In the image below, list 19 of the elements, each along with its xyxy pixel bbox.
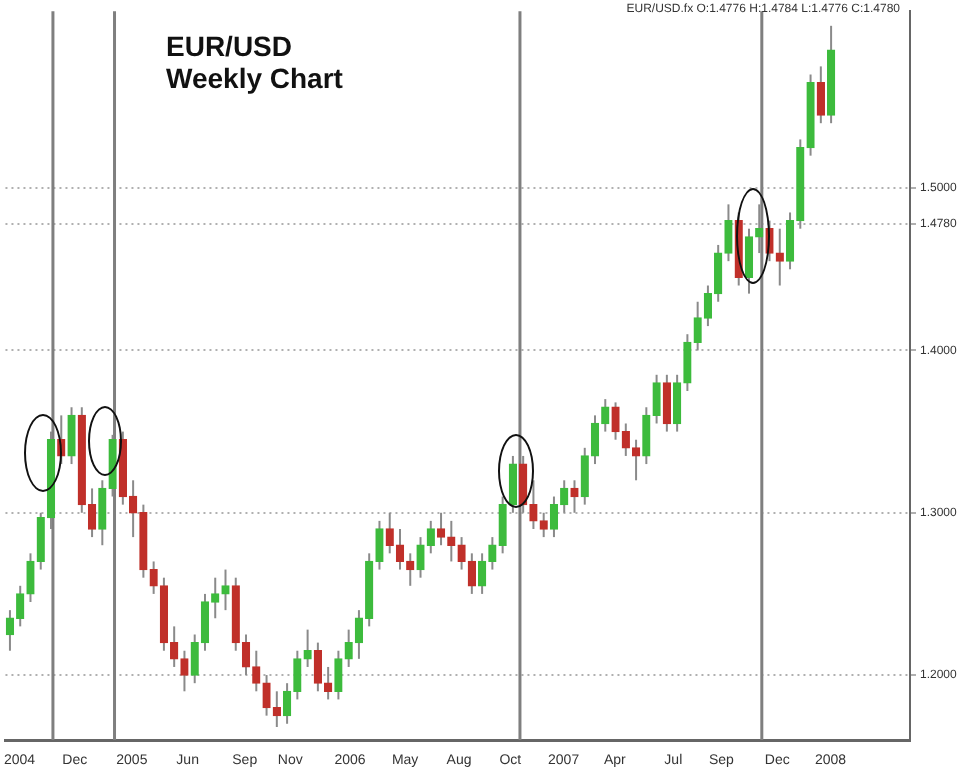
- candlestick: [313, 641, 323, 693]
- candlestick: [436, 511, 446, 547]
- candlestick: [580, 446, 589, 506]
- candlestick: [323, 665, 333, 701]
- candlestick: [180, 649, 189, 693]
- candlestick: [662, 373, 672, 433]
- candlestick: [334, 649, 343, 701]
- candlestick: [252, 649, 261, 693]
- candlestick: [539, 511, 548, 539]
- text: EUR/USD: [166, 30, 295, 62]
- text: Weekly Chart: [166, 62, 343, 94]
- candlestick: [775, 227, 784, 287]
- candlestick: [724, 203, 733, 263]
- candlestick: [631, 438, 641, 482]
- candlestick: [744, 227, 754, 295]
- candlestick: [303, 628, 312, 668]
- candlestick: [816, 65, 825, 125]
- candlestick: [672, 373, 682, 433]
- candlestick: [211, 576, 220, 620]
